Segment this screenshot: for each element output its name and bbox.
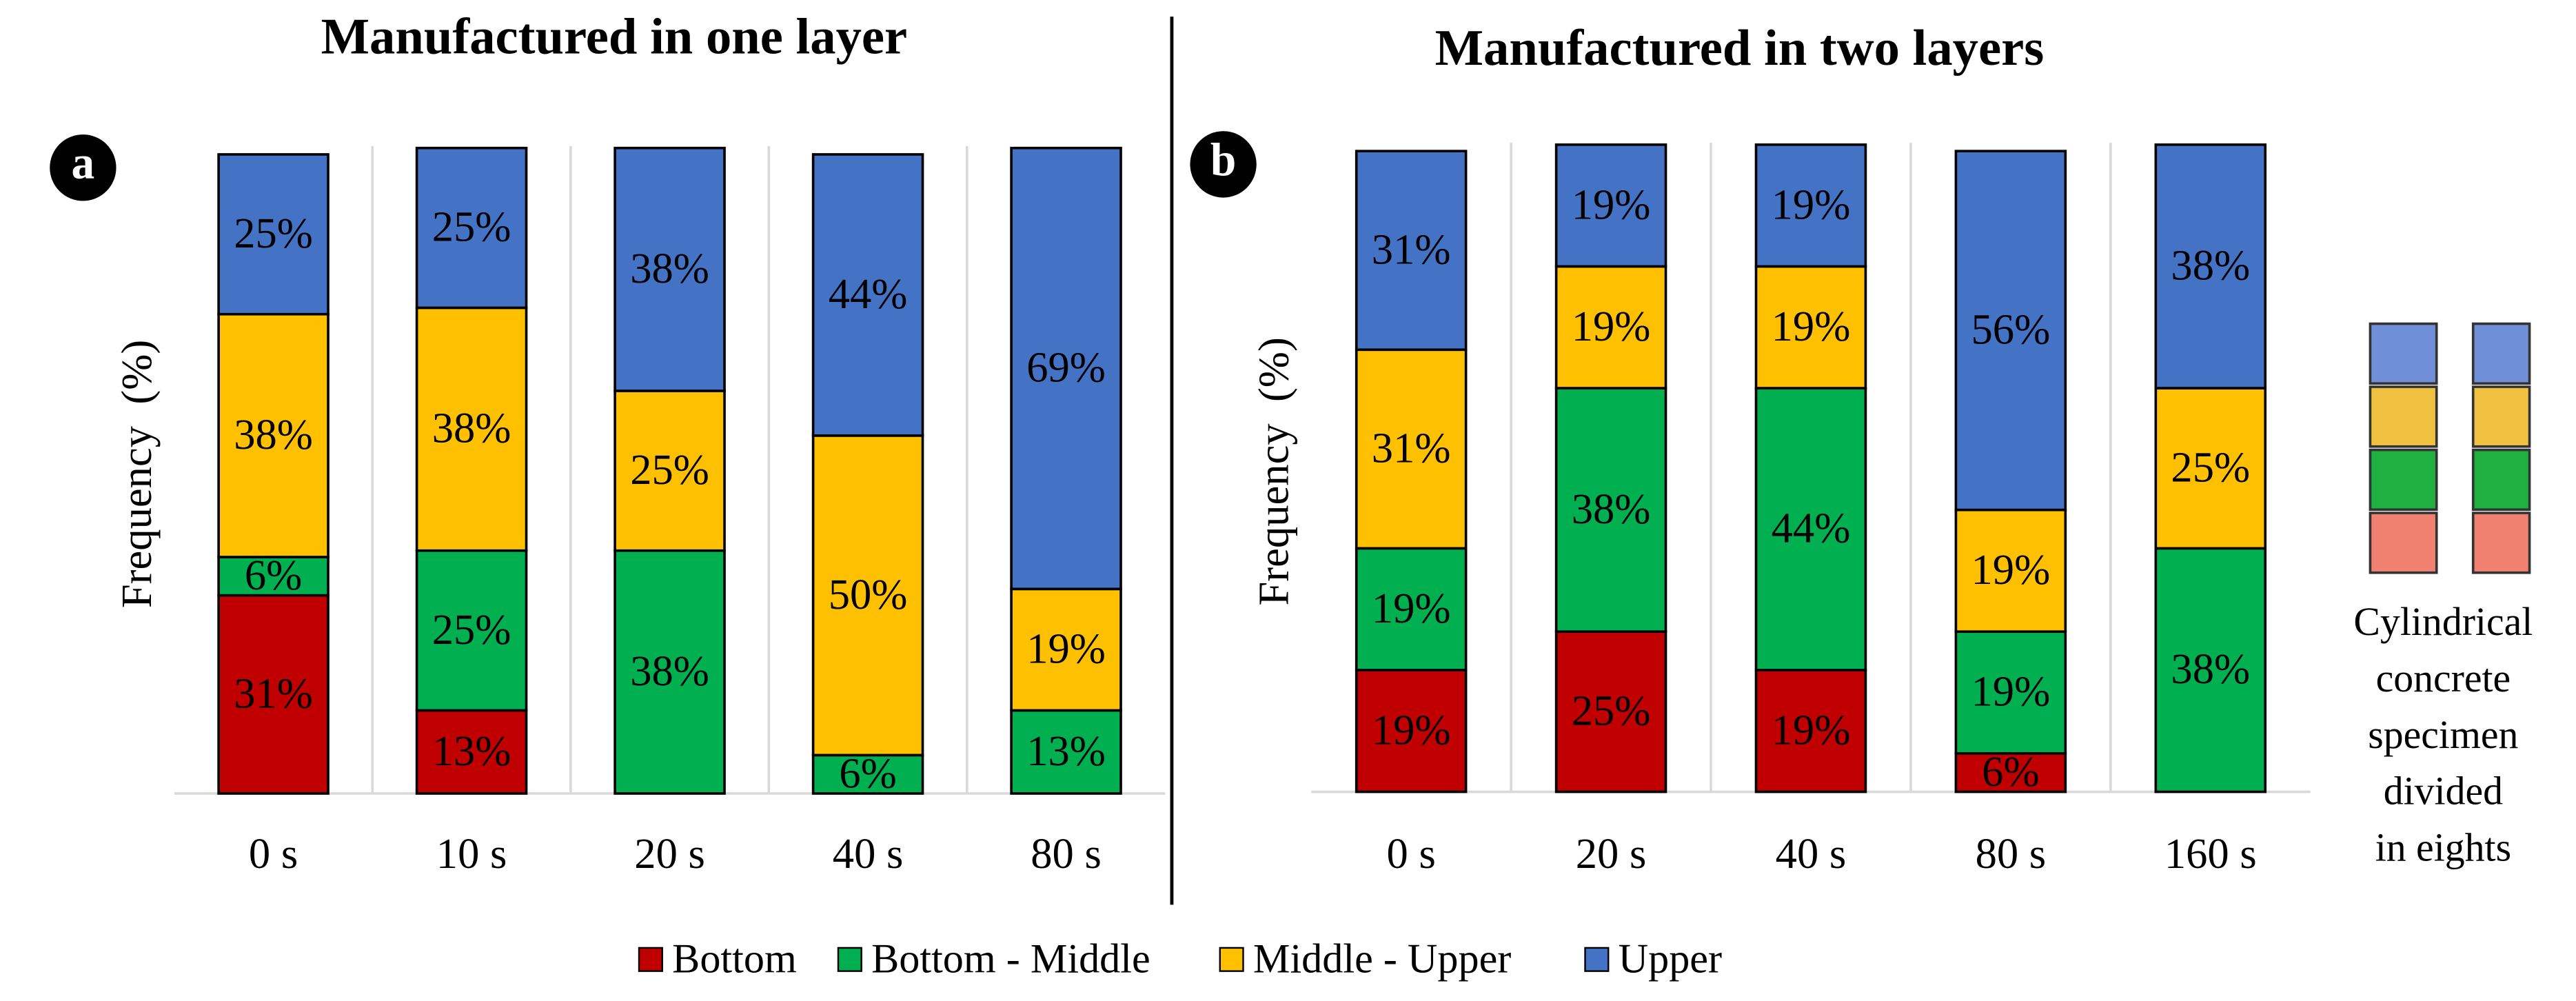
data-label: 38% [630, 647, 709, 695]
data-label: 6% [1982, 747, 2039, 796]
data-label: 19% [1772, 302, 1851, 350]
data-label: 19% [1372, 584, 1451, 632]
bar-segment [2154, 547, 2267, 793]
bar-segment [217, 594, 329, 795]
y-axis-label: Frequency (%) [112, 340, 161, 608]
chart-title: Manufactured in two layers [1435, 19, 2045, 77]
bar-segment [1355, 547, 1468, 671]
data-label: 25% [432, 203, 511, 251]
x-tick-label: 80 s [1976, 829, 2047, 878]
legend-label: Middle - Upper [1253, 936, 1511, 982]
data-label: 19% [1026, 625, 1106, 673]
annotation-line: in eights [2375, 827, 2511, 870]
y-axis-label: Frequency (%) [1249, 337, 1297, 605]
bar-segment [1010, 146, 1122, 591]
x-tick-label: 10 s [436, 829, 507, 878]
data-label: 6% [245, 551, 302, 599]
data-label: 69% [1026, 343, 1106, 392]
legend-swatch [1584, 947, 1610, 972]
data-label: 38% [432, 404, 511, 452]
bar-segment [415, 709, 528, 795]
data-label: 50% [829, 570, 908, 618]
data-label: 38% [1572, 485, 1651, 533]
annotation-line: specimen [2368, 714, 2518, 757]
annotation-line: concrete [2376, 657, 2511, 700]
legend-swatch [638, 947, 663, 972]
data-label: 25% [2171, 443, 2250, 491]
panel-badge [50, 134, 116, 201]
data-label: 19% [1971, 545, 2051, 594]
bar-segment [1554, 387, 1667, 634]
bar-segment [1954, 630, 2067, 755]
annotation-line: Cylindrical [2353, 600, 2533, 644]
bar-segment [1754, 265, 1867, 390]
x-tick-label: 0 s [1387, 829, 1436, 878]
bar-segment [1554, 630, 1667, 793]
bar-segment [2154, 387, 2267, 550]
bar-segment [1954, 150, 2067, 512]
bar-segment [1010, 709, 1122, 795]
bar-segment [415, 549, 528, 712]
panel-badge [1190, 131, 1257, 198]
bar-segment [415, 146, 528, 310]
data-label: 31% [1372, 225, 1451, 273]
data-label: 19% [1772, 705, 1851, 754]
data-label: 44% [829, 270, 908, 318]
data-label: 19% [1772, 180, 1851, 228]
data-label: 31% [1372, 424, 1451, 472]
x-tick-label: 40 s [1776, 829, 1847, 878]
data-label: 25% [234, 209, 313, 257]
x-tick-label: 40 s [833, 829, 904, 878]
data-label: 38% [2171, 645, 2250, 693]
specimen-icon [2369, 322, 2531, 574]
bar-segment [217, 556, 329, 597]
data-label: 44% [1772, 504, 1851, 552]
data-label: 25% [432, 605, 511, 654]
x-tick-label: 20 s [634, 829, 705, 878]
x-tick-label: 160 s [2164, 829, 2257, 878]
data-label: 19% [1971, 667, 2051, 716]
bar-segment [1355, 150, 1468, 352]
data-label: 13% [1026, 727, 1106, 775]
legend-swatch [837, 947, 862, 972]
bar-segment [613, 549, 726, 795]
bar-segment [1754, 387, 1867, 671]
legend-label: Bottom - Middle [871, 936, 1150, 982]
data-label: 56% [1971, 305, 2051, 354]
bar-segment [811, 434, 924, 757]
data-label: 38% [630, 244, 709, 292]
data-label: 19% [1572, 180, 1651, 228]
data-label: 25% [1572, 687, 1651, 735]
data-label: 13% [432, 727, 511, 775]
chart-title: Manufactured in one layer [321, 8, 908, 65]
bar-segment [613, 390, 726, 552]
bar-segment [1010, 587, 1122, 712]
bar-segment [2154, 143, 2267, 390]
bar-segment [415, 306, 528, 552]
annotation-line: divided [2384, 770, 2503, 813]
data-label: 31% [234, 669, 313, 717]
data-label: 38% [2171, 241, 2250, 290]
data-label: 38% [234, 410, 313, 458]
panel-label: a [72, 137, 95, 189]
bar-segment [1754, 143, 1867, 268]
legend-label: Bottom [672, 936, 797, 982]
data-label: 19% [1372, 705, 1451, 754]
bar-segment [1554, 143, 1667, 268]
bar-segment [217, 153, 329, 316]
x-tick-label: 80 s [1031, 829, 1102, 878]
x-tick-label: 0 s [249, 829, 298, 878]
data-label: 19% [1572, 302, 1651, 350]
bar-segment [613, 146, 726, 392]
legend-label: Upper [1619, 936, 1722, 982]
bar-segment [217, 312, 329, 558]
bar-segment [811, 153, 924, 437]
data-label: 25% [630, 445, 709, 494]
data-label: 6% [839, 749, 896, 797]
legend-swatch [1219, 947, 1244, 972]
panel-label: b [1210, 134, 1236, 185]
x-tick-label: 20 s [1576, 829, 1647, 878]
